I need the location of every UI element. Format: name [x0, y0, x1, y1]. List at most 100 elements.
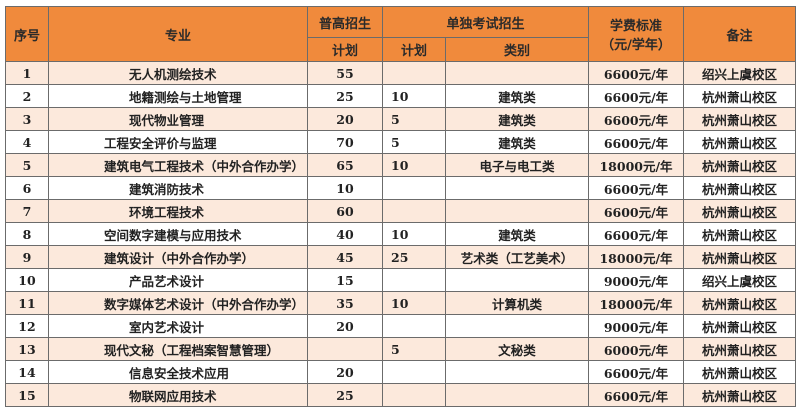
- cell-index: 10: [5, 268, 49, 292]
- cell-category: [444, 360, 590, 384]
- cell-major: 建筑设计（中外合作办学）: [48, 245, 308, 269]
- cell-general-plan: 70: [307, 130, 383, 154]
- cell-category: [444, 61, 590, 85]
- cell-separate-plan: 10: [382, 84, 446, 108]
- header-general-plan: 计划: [307, 37, 383, 62]
- cell-major: 信息安全技术应用: [48, 360, 308, 384]
- cell-major: 工程安全评价与监理: [48, 130, 308, 154]
- cell-note: 杭州萧山校区: [683, 291, 797, 315]
- cell-index: 14: [5, 360, 49, 384]
- cell-note: 杭州萧山校区: [683, 153, 797, 177]
- cell-separate-plan: 5: [382, 337, 446, 361]
- cell-general-plan: 20: [307, 314, 383, 338]
- table-row: 1 无人机测绘技术 55 6600元/年 绍兴上虞校区: [5, 61, 797, 85]
- cell-tuition: 18000元/年: [588, 245, 685, 269]
- header-index: 序号: [5, 6, 49, 62]
- table-row: 6 建筑消防技术 10 6600元/年 杭州萧山校区: [5, 176, 797, 200]
- cell-category: 计算机类: [444, 291, 590, 315]
- cell-category: 艺术类（工艺美术）: [444, 245, 590, 269]
- cell-separate-plan: 10: [382, 153, 446, 177]
- header-major: 专业: [48, 6, 308, 62]
- cell-separate-plan: 10: [382, 222, 446, 246]
- cell-major: 数字媒体艺术设计（中外合作办学）: [48, 291, 308, 315]
- cell-major: 无人机测绘技术: [48, 61, 308, 85]
- cell-general-plan: 20: [307, 360, 383, 384]
- cell-tuition: 6600元/年: [588, 61, 685, 85]
- cell-major: 现代文秘（工程档案智慧管理）: [48, 337, 308, 361]
- cell-separate-plan: [382, 360, 446, 384]
- cell-separate-plan: 5: [382, 130, 446, 154]
- cell-index: 1: [5, 61, 49, 85]
- cell-tuition: 6600元/年: [588, 199, 685, 223]
- cell-index: 6: [5, 176, 49, 200]
- header-separate: 单独考试招生: [381, 6, 590, 38]
- table-row: 8 空间数字建模与应用技术 40 10 建筑类 6600元/年 杭州萧山校区: [5, 222, 797, 246]
- cell-note: 杭州萧山校区: [683, 130, 797, 154]
- header-tuition-line1: 学费标准: [610, 19, 663, 34]
- cell-major: 物联网应用技术: [48, 383, 308, 407]
- cell-tuition: 9000元/年: [588, 268, 685, 292]
- cell-note: 杭州萧山校区: [683, 245, 797, 269]
- table-row: 7 环境工程技术 60 6600元/年 杭州萧山校区: [5, 199, 797, 223]
- cell-separate-plan: [382, 199, 446, 223]
- table-row: 14 信息安全技术应用 20 6600元/年 杭州萧山校区: [5, 360, 797, 384]
- cell-tuition: 9000元/年: [588, 314, 685, 338]
- cell-category: 建筑类: [444, 130, 590, 154]
- cell-general-plan: 25: [307, 84, 383, 108]
- enrollment-table: 序号 专业 普高招生 单独考试招生 学费标准 （元/学年） 备注 计划 计划 类别…: [5, 6, 797, 407]
- cell-tuition: 18000元/年: [588, 153, 685, 177]
- cell-general-plan: 45: [307, 245, 383, 269]
- cell-note: 绍兴上虞校区: [683, 61, 797, 85]
- cell-note: 绍兴上虞校区: [683, 268, 797, 292]
- cell-index: 9: [5, 245, 49, 269]
- table-row: 15 物联网应用技术 25 6600元/年 杭州萧山校区: [5, 383, 797, 407]
- cell-separate-plan: 5: [382, 107, 446, 131]
- cell-general-plan: 10: [307, 176, 383, 200]
- cell-note: 杭州萧山校区: [683, 107, 797, 131]
- cell-general-plan: 25: [307, 383, 383, 407]
- cell-tuition: 6600元/年: [588, 383, 685, 407]
- cell-note: 杭州萧山校区: [683, 383, 797, 407]
- cell-general-plan: 55: [307, 61, 383, 85]
- table-row: 13 现代文秘（工程档案智慧管理） 5 文秘类 6000元/年 杭州萧山校区: [5, 337, 797, 361]
- header-general: 普高招生: [307, 6, 383, 38]
- cell-separate-plan: [382, 268, 446, 292]
- cell-category: [444, 268, 590, 292]
- table-row: 11 数字媒体艺术设计（中外合作办学） 35 10 计算机类 18000元/年 杭州萧山校区: [5, 291, 797, 315]
- cell-index: 8: [5, 222, 49, 246]
- cell-major: 地籍测绘与土地管理: [48, 84, 308, 108]
- header-separate-category: 类别: [444, 37, 590, 62]
- cell-separate-plan: [382, 61, 446, 85]
- table-row: 10 产品艺术设计 15 9000元/年 绍兴上虞校区: [5, 268, 797, 292]
- cell-category: [444, 176, 590, 200]
- cell-general-plan: 65: [307, 153, 383, 177]
- cell-general-plan: 60: [307, 199, 383, 223]
- cell-major: 建筑电气工程技术（中外合作办学）: [48, 153, 308, 177]
- header-tuition: 学费标准 （元/学年）: [588, 6, 685, 62]
- cell-tuition: 6600元/年: [588, 107, 685, 131]
- cell-major: 建筑消防技术: [48, 176, 308, 200]
- cell-note: 杭州萧山校区: [683, 176, 797, 200]
- table-row: 3 现代物业管理 20 5 建筑类 6600元/年 杭州萧山校区: [5, 107, 797, 131]
- cell-category: [444, 383, 590, 407]
- cell-category: 电子与电工类: [444, 153, 590, 177]
- table-row: 12 室内艺术设计 20 9000元/年 杭州萧山校区: [5, 314, 797, 338]
- cell-index: 13: [5, 337, 49, 361]
- cell-major: 环境工程技术: [48, 199, 308, 223]
- cell-tuition: 6600元/年: [588, 176, 685, 200]
- cell-general-plan: 35: [307, 291, 383, 315]
- header-tuition-line2: （元/学年）: [601, 38, 671, 53]
- cell-separate-plan: [382, 176, 446, 200]
- cell-category: [444, 199, 590, 223]
- cell-note: 杭州萧山校区: [683, 84, 797, 108]
- cell-major: 室内艺术设计: [48, 314, 308, 338]
- cell-tuition: 6600元/年: [588, 130, 685, 154]
- cell-note: 杭州萧山校区: [683, 337, 797, 361]
- cell-general-plan: 40: [307, 222, 383, 246]
- cell-note: 杭州萧山校区: [683, 314, 797, 338]
- cell-separate-plan: 10: [382, 291, 446, 315]
- cell-major: 空间数字建模与应用技术: [48, 222, 308, 246]
- cell-note: 杭州萧山校区: [683, 199, 797, 223]
- cell-index: 2: [5, 84, 49, 108]
- table-row: 5 建筑电气工程技术（中外合作办学） 65 10 电子与电工类 18000元/年 杭州萧山校…: [5, 153, 797, 177]
